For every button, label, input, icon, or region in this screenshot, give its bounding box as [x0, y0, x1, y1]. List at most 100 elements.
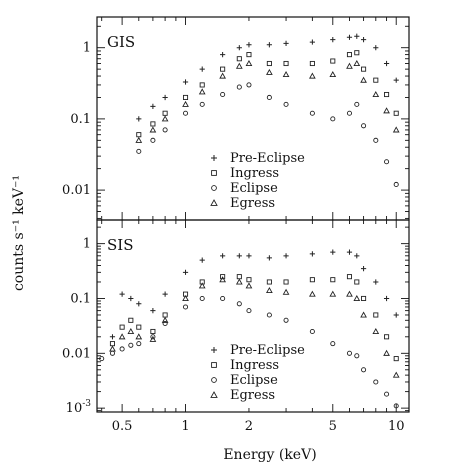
x-tick-label: 0.5 — [112, 419, 133, 434]
data-point — [384, 91, 390, 98]
legend-marker — [210, 199, 218, 206]
data-point — [266, 60, 272, 67]
data-point — [236, 45, 242, 51]
data-point — [361, 123, 367, 129]
data-point — [150, 137, 156, 143]
data-point — [309, 39, 315, 45]
data-point — [183, 94, 189, 100]
data-point — [383, 60, 390, 67]
data-point — [383, 107, 390, 114]
data-point — [354, 101, 360, 107]
data-point — [283, 40, 289, 46]
data-point — [283, 253, 289, 259]
data-point — [354, 50, 360, 56]
y-tick-label: 0.01 — [62, 346, 91, 361]
legend-label: Pre-Eclipse — [230, 151, 305, 166]
data-point — [384, 159, 390, 165]
data-point — [330, 58, 336, 64]
data-point — [235, 62, 243, 69]
data-point — [353, 59, 361, 67]
data-point — [162, 320, 168, 327]
y-tick-label-text: 0.1 — [70, 291, 91, 306]
y-tick-label-text: 0.1 — [70, 112, 91, 127]
panel-label: GIS — [107, 33, 135, 51]
data-point — [246, 42, 252, 48]
data-point — [119, 346, 125, 352]
data-point — [119, 324, 125, 330]
data-point — [393, 77, 399, 83]
data-point — [220, 52, 226, 58]
data-point — [384, 391, 390, 397]
data-point — [360, 311, 367, 318]
x-tick-label: 2 — [245, 419, 253, 434]
data-point — [346, 350, 353, 356]
data-point — [346, 52, 353, 58]
data-point — [309, 251, 315, 257]
data-point — [384, 334, 390, 340]
data-point — [245, 59, 253, 67]
data-point — [373, 77, 379, 83]
data-point — [246, 82, 252, 88]
data-point — [220, 66, 226, 72]
data-point — [282, 288, 290, 295]
data-point — [136, 324, 142, 330]
y-tick-label: 10-3 — [66, 399, 92, 416]
legend-label: Eclipse — [230, 373, 278, 388]
data-point — [109, 345, 116, 352]
data-point — [361, 367, 367, 373]
legend-marker — [211, 155, 217, 161]
y-tick-label-text: 10 — [66, 401, 83, 416]
y-tick-label-text: 1 — [83, 41, 91, 56]
series-eclipse — [99, 295, 399, 409]
series-egress — [135, 59, 400, 143]
data-point — [162, 127, 168, 133]
legend-label: Egress — [230, 196, 275, 211]
data-point — [346, 274, 353, 280]
data-point — [309, 60, 315, 67]
data-point — [246, 52, 252, 58]
y-tick-label-text: 0.01 — [62, 346, 91, 361]
data-point — [246, 277, 252, 283]
series-egress — [109, 276, 400, 378]
data-point — [393, 312, 399, 318]
data-point — [360, 266, 367, 272]
data-point — [361, 295, 367, 302]
data-point — [346, 249, 353, 255]
data-point — [266, 279, 272, 285]
legend-marker — [211, 170, 217, 176]
legend-label: Egress — [230, 388, 275, 403]
data-point — [373, 279, 379, 285]
data-point — [266, 255, 272, 261]
data-point — [330, 277, 336, 283]
data-point — [136, 148, 142, 154]
data-point — [383, 295, 390, 302]
data-point — [136, 132, 142, 138]
data-point — [220, 274, 226, 280]
data-point — [199, 295, 205, 302]
x-tick-label: 1 — [181, 419, 189, 434]
data-point — [150, 121, 156, 127]
data-point — [149, 126, 157, 133]
data-point — [354, 253, 360, 259]
data-point — [128, 317, 134, 323]
legend-marker — [211, 377, 217, 383]
data-point — [346, 110, 353, 116]
panel-label: SIS — [107, 236, 133, 254]
y-tick-label-text: 1 — [83, 237, 91, 252]
legend-marker — [210, 391, 218, 398]
data-point — [182, 100, 189, 107]
data-point — [393, 181, 399, 187]
data-point — [283, 101, 289, 107]
data-point — [353, 294, 361, 302]
data-point — [118, 333, 126, 340]
data-point — [136, 116, 142, 122]
data-point — [393, 403, 399, 409]
data-point — [354, 33, 360, 39]
legend-label: Pre-Eclipse — [230, 343, 305, 358]
data-point — [330, 116, 336, 122]
data-point — [393, 110, 399, 116]
data-point — [199, 66, 205, 72]
data-point — [198, 88, 206, 95]
series-pre-eclipse — [136, 33, 399, 122]
